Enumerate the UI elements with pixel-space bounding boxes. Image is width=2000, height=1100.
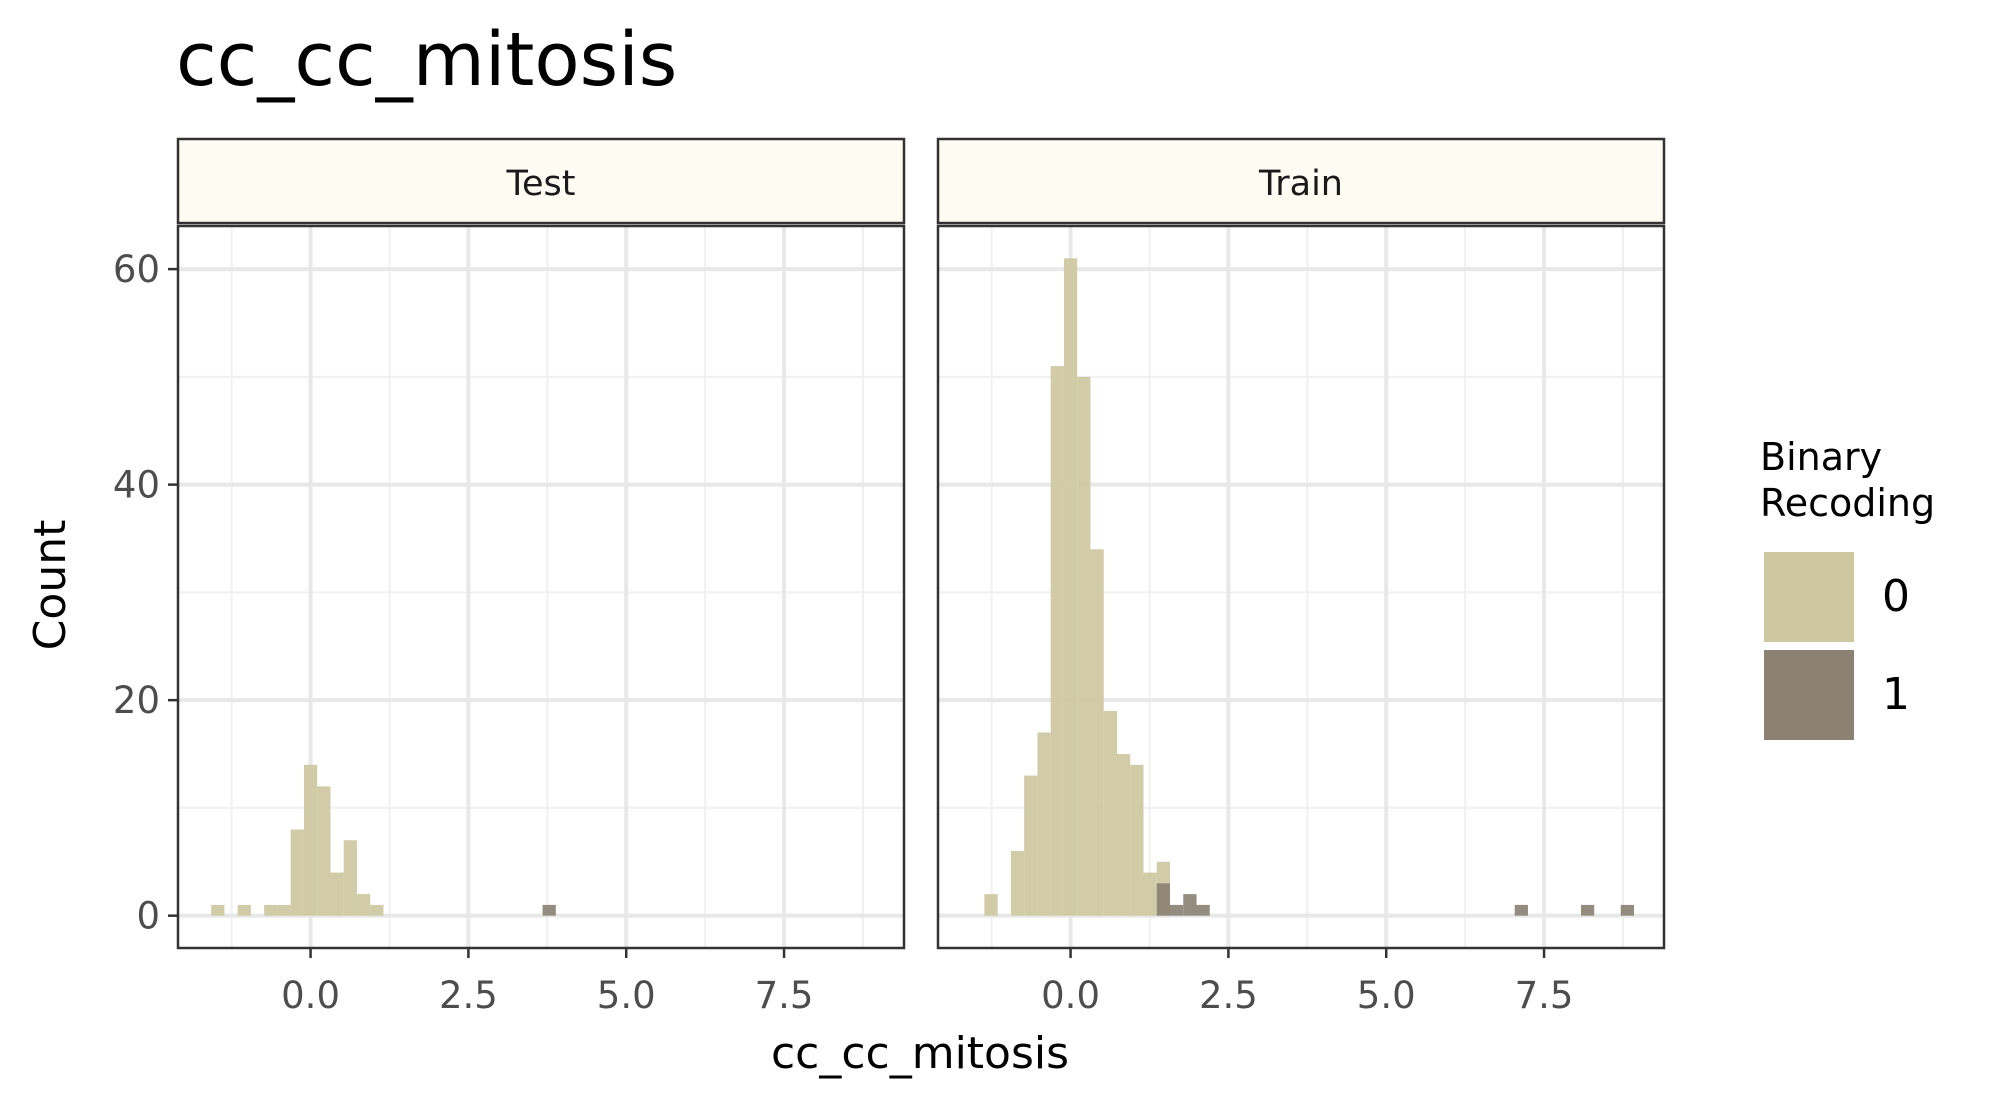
x-tick-label: 2.5 [439,974,498,1017]
histogram-bar-1 [1170,904,1184,916]
facet-panel-train: Train 0.0 2.5 5.0 7.5 [936,137,1666,1017]
facet-panels: Test 0.0 2.5 5.0 7.5 0 20 40 60 Train 0.0 2.5 5.0 7.5 [113,137,1666,1017]
panel-border [176,224,906,950]
histogram-bar-0 [1103,710,1117,916]
histogram-bar-0 [237,904,251,916]
y-axis-label: Count [25,520,76,651]
strip-label: Test [506,164,576,204]
x-tick-label: 7.5 [1515,974,1574,1017]
histogram-bar-0 [1116,754,1131,916]
legend-label: 1 [1882,669,1910,720]
x-axis-label: cc_cc_mitosis [771,1028,1069,1079]
x-tick-label: 7.5 [755,974,814,1017]
histogram-bar-0 [1090,549,1104,916]
histogram-bar-0 [1130,764,1144,916]
histogram-bar-0 [1024,775,1038,916]
histogram-bar-1 [1514,904,1528,916]
y-tick-label: 40 [113,464,160,507]
legend: Binary Recoding 0 1 [1760,435,1935,740]
histogram-bar-0 [303,764,318,916]
histogram-bar-0 [264,904,278,916]
facet-panel-test: Test 0.0 2.5 5.0 7.5 0 20 40 60 [113,137,906,1017]
histogram-bar-0 [1037,732,1051,916]
histogram-bar-0 [211,904,225,916]
x-tick-label: 5.0 [1357,974,1416,1017]
histogram-bar-1 [1196,904,1210,916]
legend-title: Binary Recoding [1760,435,1935,525]
x-tick-label: 0.0 [281,974,340,1017]
histogram-bar-1 [1580,904,1595,916]
histogram-bar-1 [1620,904,1635,916]
plot-background [178,226,904,948]
legend-swatch-0 [1764,552,1854,642]
histogram-bar-0 [1063,258,1078,916]
histogram-bar-0 [356,894,371,916]
strip-background [936,137,1666,225]
panel-border [936,224,1666,950]
legend-label: 0 [1882,571,1910,622]
histogram-bar-0 [1143,872,1157,916]
histogram-bar-1 [542,904,556,916]
histogram-bar-0 [277,904,291,916]
legend-title-line: Binary [1760,435,1882,479]
strip-background [176,137,906,225]
histogram-bar-0 [1050,366,1064,916]
histogram-bar-0 [370,904,384,916]
y-tick-label: 0 [136,895,160,938]
legend-swatch-1 [1764,650,1854,740]
histogram-bar-1 [1156,883,1171,916]
histogram-bar-0 [330,872,344,916]
histogram-bar-1 [1183,894,1197,916]
y-tick-label: 60 [113,248,160,291]
x-tick-label: 2.5 [1199,974,1258,1017]
histogram-bar-0 [317,786,331,916]
chart-title: cc_cc_mitosis [176,17,677,103]
legend-title-line: Recoding [1760,481,1935,525]
strip-label: Train [1258,164,1343,204]
histogram-bar-0 [343,840,357,916]
y-tick-label: 20 [113,679,160,722]
histogram-bar-0 [1077,376,1091,916]
x-tick-label: 5.0 [597,974,656,1017]
histogram-bar-0 [1010,851,1025,916]
x-tick-label: 0.0 [1041,974,1100,1017]
histogram-bar-0 [290,829,304,916]
histogram-bar-0 [984,894,998,916]
